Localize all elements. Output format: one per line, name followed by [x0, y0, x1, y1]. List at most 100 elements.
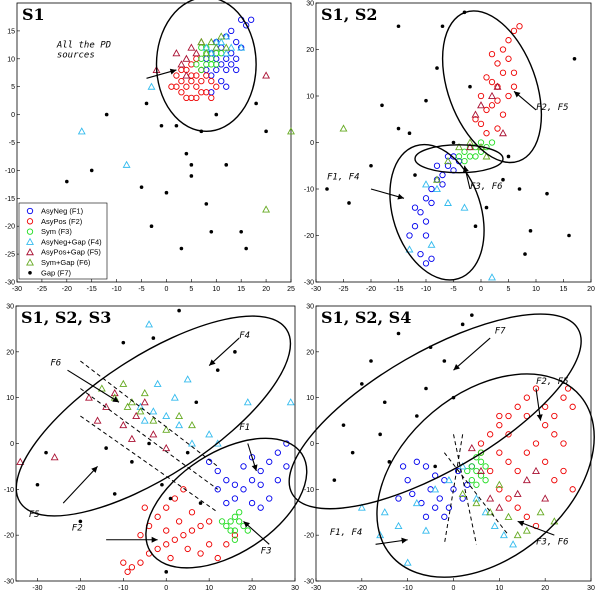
data-point — [206, 458, 213, 465]
title-background — [19, 5, 49, 24]
data-point — [468, 463, 475, 470]
cluster-ellipse — [145, 437, 308, 569]
data-point — [505, 37, 512, 44]
data-point — [470, 313, 474, 317]
data-point — [505, 495, 512, 502]
data-point — [203, 72, 210, 79]
data-point — [178, 77, 185, 85]
data-point — [417, 209, 424, 216]
annotation-label: F6 — [50, 359, 61, 369]
data-point — [528, 229, 533, 233]
x-tick-label: 10 — [532, 286, 540, 293]
data-point — [387, 460, 392, 464]
data-point — [466, 143, 474, 151]
data-point — [180, 532, 187, 539]
x-tick-label: 0 — [165, 286, 169, 293]
data-point — [162, 425, 171, 433]
data-point — [440, 24, 445, 29]
data-point — [560, 394, 567, 401]
data-point — [523, 412, 530, 420]
data-point — [494, 60, 501, 67]
data-point — [151, 336, 156, 340]
arrow-head — [151, 536, 158, 543]
data-point — [274, 449, 281, 456]
data-point — [214, 486, 221, 493]
data-point — [224, 163, 229, 167]
data-point — [202, 49, 211, 57]
legend-marker — [26, 248, 34, 256]
data-point — [506, 154, 511, 159]
data-point — [192, 49, 201, 57]
data-point — [231, 536, 239, 543]
y-tick-label: -25 — [5, 252, 15, 259]
data-point — [444, 162, 452, 169]
data-point — [513, 489, 522, 497]
boundary-dashed-line — [453, 434, 477, 545]
data-point — [517, 187, 522, 191]
data-point — [541, 494, 550, 502]
y-tick-label: -30 — [304, 280, 314, 287]
data-point — [257, 481, 264, 488]
data-point — [198, 89, 205, 96]
data-point — [239, 229, 243, 234]
data-point — [198, 55, 205, 62]
data-point — [484, 205, 489, 210]
data-point — [168, 83, 175, 90]
data-point — [424, 386, 428, 391]
data-point — [170, 393, 179, 401]
x-tick-label: 5 — [189, 286, 193, 293]
data-point — [545, 191, 549, 196]
data-point — [488, 91, 496, 100]
data-point — [451, 140, 456, 145]
data-point — [369, 359, 373, 363]
data-point — [464, 467, 471, 475]
data-point — [444, 476, 453, 484]
annotation-arrow — [62, 466, 98, 504]
data-point — [433, 184, 441, 193]
annotation-arrow — [453, 337, 491, 371]
y-tick-label: -20 — [304, 233, 314, 240]
data-point — [422, 526, 430, 534]
data-point — [504, 512, 513, 520]
data-point — [350, 450, 355, 455]
data-point — [243, 22, 250, 29]
data-point — [240, 463, 247, 470]
data-point — [494, 97, 501, 104]
data-point — [468, 84, 472, 89]
cluster-ellipse — [376, 373, 595, 578]
panel-title: S1, S2, S4 — [321, 308, 411, 327]
data-point — [532, 440, 540, 447]
data-point — [136, 402, 145, 410]
data-point — [167, 554, 174, 562]
series-f2 — [472, 23, 523, 137]
data-point — [110, 388, 119, 397]
title-background — [318, 308, 420, 327]
data-point — [455, 143, 463, 151]
data-point — [218, 518, 226, 525]
data-point — [136, 407, 145, 415]
panel-s1-s2-s4: -30 -20 -10 0 10 20 30 -30 -20 -10 0 10 20 30 F7 F2, F5… — [288, 304, 595, 592]
annotation-label: F7 — [495, 327, 506, 337]
data-point — [499, 111, 507, 118]
data-point — [488, 273, 496, 281]
data-point — [163, 504, 170, 511]
data-point — [461, 157, 468, 165]
annotation-label: All the PD sources — [56, 41, 111, 61]
data-point — [231, 527, 239, 534]
data-point — [422, 232, 430, 239]
legend-label: AsyNeg+Gap (F4) — [41, 237, 102, 246]
data-point — [514, 467, 521, 475]
data-point — [236, 518, 243, 525]
annotation-arrow — [67, 369, 120, 403]
data-point — [477, 101, 485, 109]
x-tick-label: -30 — [12, 286, 22, 293]
data-point — [445, 504, 453, 511]
data-point — [496, 449, 503, 456]
y-tick-label: 15 — [7, 28, 15, 35]
series-f4 — [357, 462, 518, 566]
data-point — [494, 125, 501, 132]
arrow-head — [209, 359, 216, 366]
data-point — [477, 120, 485, 128]
data-point — [154, 513, 161, 520]
data-point — [523, 252, 527, 256]
